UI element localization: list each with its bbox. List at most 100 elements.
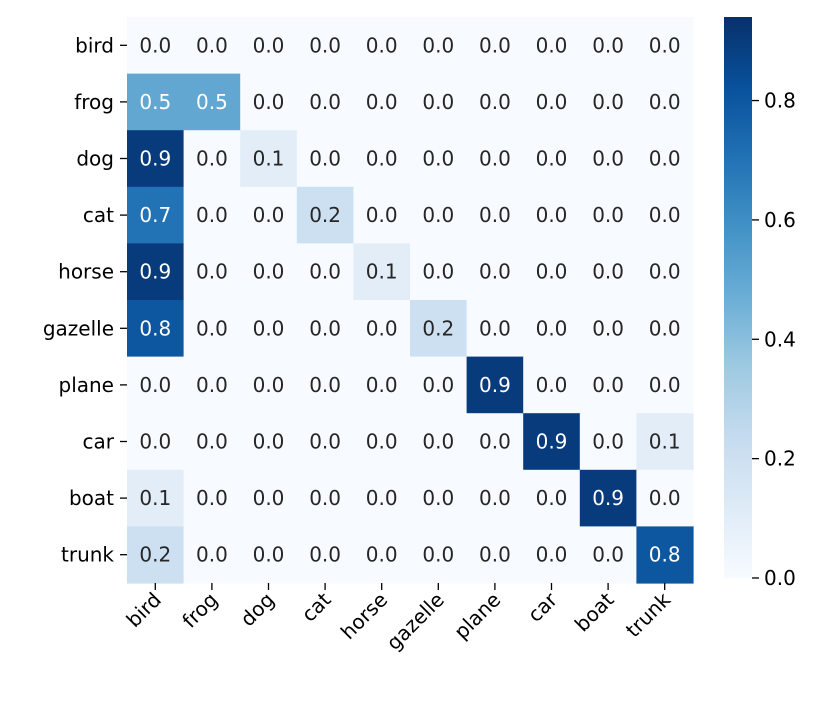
cell-value-label: 0.0 <box>649 316 681 340</box>
y-tick-label: dog <box>76 147 114 171</box>
cell-value-label: 0.9 <box>592 486 624 510</box>
heatmap-cell <box>636 130 694 188</box>
cell-value-label: 0.0 <box>592 543 624 567</box>
cell-value-label: 0.0 <box>649 203 681 227</box>
y-tick-label: car <box>83 430 115 454</box>
cell-value-label: 0.0 <box>366 373 398 397</box>
cell-value-label: 0.0 <box>536 147 568 171</box>
heatmap-cell <box>410 130 468 188</box>
cell-value-label: 0.0 <box>139 430 171 454</box>
heatmap-cell <box>296 300 354 358</box>
cell-value-label: 0.0 <box>422 543 454 567</box>
heatmap-cell <box>296 17 354 75</box>
cell-value-label: 0.0 <box>422 260 454 284</box>
heatmap-cell <box>579 243 637 301</box>
cell-value-label: 0.0 <box>479 147 511 171</box>
cell-value-label: 0.0 <box>253 203 285 227</box>
heatmap-cell <box>523 469 581 527</box>
cell-value-label: 0.0 <box>422 486 454 510</box>
cell-value-label: 0.0 <box>536 260 568 284</box>
cell-value-label: 0.0 <box>196 486 228 510</box>
heatmap-cell <box>296 73 354 131</box>
heatmap-cell <box>579 526 637 584</box>
heatmap-cell <box>466 413 524 471</box>
cell-value-label: 0.0 <box>422 430 454 454</box>
cell-value-label: 0.0 <box>253 33 285 57</box>
cell-value-label: 0.0 <box>479 203 511 227</box>
x-tick-label: car <box>523 587 563 627</box>
cell-value-label: 0.0 <box>592 260 624 284</box>
heatmap-cell <box>127 469 185 527</box>
cell-value-label: 0.0 <box>649 147 681 171</box>
cell-value-label: 0.0 <box>536 373 568 397</box>
heatmap-cell <box>410 17 468 75</box>
colorbar-fill <box>724 17 752 578</box>
cell-value-label: 0.0 <box>196 260 228 284</box>
cell-value-label: 0.0 <box>196 147 228 171</box>
heatmap-cell <box>127 413 185 471</box>
cell-value-label: 0.0 <box>422 90 454 114</box>
cell-value-label: 0.0 <box>422 373 454 397</box>
cell-value-label: 0.0 <box>592 90 624 114</box>
x-tick-label: gazelle <box>382 588 449 655</box>
cell-value-label: 0.0 <box>479 486 511 510</box>
x-tick-label: frog <box>177 588 222 633</box>
heatmap-cell <box>466 73 524 131</box>
heatmap-cell <box>183 469 241 527</box>
heatmap-cell <box>127 526 185 584</box>
cell-value-label: 0.0 <box>139 33 171 57</box>
cell-value-label: 0.0 <box>366 486 398 510</box>
heatmap-cell <box>240 413 298 471</box>
colorbar: 0.0 0.2 0.4 0.6 0.8 <box>724 17 796 590</box>
heatmap-cell <box>636 526 694 584</box>
heatmap-cell <box>183 300 241 358</box>
heatmap-cell <box>240 17 298 75</box>
heatmap-cell <box>353 186 411 244</box>
y-tick-label: plane <box>59 373 115 397</box>
cell-value-label: 0.0 <box>366 33 398 57</box>
cell-value-label: 0.0 <box>366 316 398 340</box>
heatmap-cell <box>636 243 694 301</box>
cell-value-label: 0.0 <box>309 90 341 114</box>
heatmap-cell <box>127 17 185 75</box>
cell-value-label: 0.0 <box>253 90 285 114</box>
heatmap-cell <box>466 17 524 75</box>
cell-value-label: 0.0 <box>536 486 568 510</box>
y-tick-label: trunk <box>61 543 114 567</box>
heatmap-cell <box>183 243 241 301</box>
heatmap-cell <box>353 356 411 414</box>
cell-value-label: 0.0 <box>253 373 285 397</box>
heatmap-cell <box>240 300 298 358</box>
cell-value-label: 0.0 <box>309 373 341 397</box>
cell-value-label: 0.0 <box>479 430 511 454</box>
heatmap-cell <box>240 469 298 527</box>
heatmap-cells: 0.0 0.0 0.0 0.0 0.0 0.0 0.0 0.0 0.0 0.0 0.5 0.5 0.0 0… <box>127 17 694 584</box>
heatmap-cell <box>183 130 241 188</box>
heatmap-cell <box>127 243 185 301</box>
cell-value-label: 0.0 <box>366 430 398 454</box>
cell-value-label: 0.1 <box>253 147 285 171</box>
heatmap-cell <box>523 300 581 358</box>
cell-value-label: 0.0 <box>536 90 568 114</box>
heatmap-cell <box>240 526 298 584</box>
cell-value-label: 0.1 <box>649 430 681 454</box>
cell-value-label: 0.0 <box>366 543 398 567</box>
heatmap-cell <box>183 186 241 244</box>
heatmap-cell <box>579 300 637 358</box>
cell-value-label: 0.0 <box>309 316 341 340</box>
heatmap-cell <box>523 243 581 301</box>
cell-value-label: 0.0 <box>196 33 228 57</box>
heatmap-cell <box>636 469 694 527</box>
cell-value-label: 0.9 <box>479 373 511 397</box>
x-tick-label: plane <box>449 588 505 644</box>
x-tick-label: cat <box>297 587 336 626</box>
cell-value-label: 0.9 <box>139 260 171 284</box>
cell-value-label: 0.0 <box>649 33 681 57</box>
cell-value-label: 0.0 <box>592 430 624 454</box>
cell-value-label: 0.0 <box>479 260 511 284</box>
heatmap-cell <box>353 130 411 188</box>
heatmap-cell <box>636 300 694 358</box>
heatmap-cell <box>579 73 637 131</box>
cell-value-label: 0.0 <box>592 33 624 57</box>
